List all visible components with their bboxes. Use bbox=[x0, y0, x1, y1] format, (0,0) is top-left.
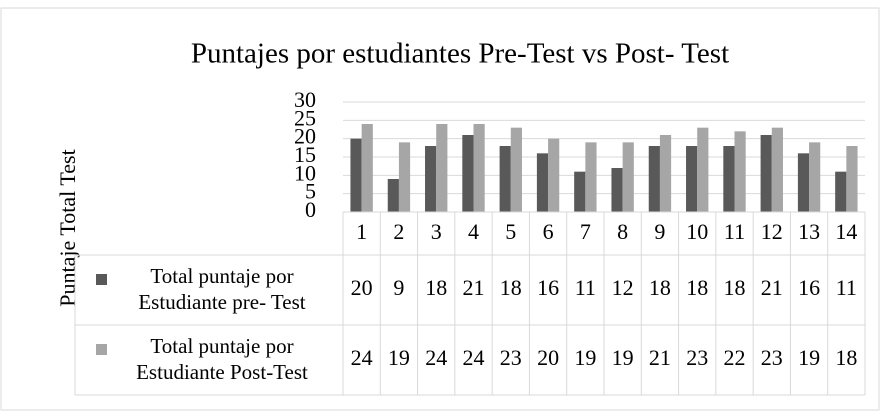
bar bbox=[797, 153, 810, 212]
table-value: 11 bbox=[836, 275, 857, 300]
legend-label: Total puntaje por Estudiante Post-Test bbox=[136, 334, 308, 384]
table-value: 23 bbox=[761, 345, 783, 370]
bar bbox=[686, 146, 698, 212]
bar bbox=[510, 127, 522, 212]
bar bbox=[462, 135, 474, 212]
table-value: 24 bbox=[351, 345, 373, 370]
x-tick-label: 6 bbox=[543, 219, 554, 244]
y-tick-label: 5 bbox=[305, 179, 316, 204]
bar bbox=[548, 138, 560, 212]
table-value: 18 bbox=[835, 345, 857, 370]
y-tick-label: 10 bbox=[294, 160, 316, 185]
y-axis-label: Puntaje Total Test bbox=[55, 149, 80, 306]
table-value: 22 bbox=[724, 345, 746, 370]
table-value: 18 bbox=[686, 275, 708, 300]
y-tick-label: 0 bbox=[305, 197, 316, 222]
bar bbox=[846, 146, 858, 212]
table-value: 9 bbox=[393, 275, 404, 300]
table-value: 19 bbox=[574, 345, 596, 370]
bar bbox=[536, 153, 549, 212]
y-tick-label: 20 bbox=[294, 124, 316, 149]
table-value: 18 bbox=[500, 275, 522, 300]
table-value: 18 bbox=[649, 275, 671, 300]
legend-label: Total puntaje por Estudiante pre- Test bbox=[138, 264, 306, 314]
y-tick-label: 30 bbox=[294, 87, 316, 112]
bar bbox=[809, 142, 821, 212]
x-tick-label: 11 bbox=[724, 219, 745, 244]
x-tick-label: 1 bbox=[356, 219, 367, 244]
table-value: 12 bbox=[612, 275, 634, 300]
table-value: 21 bbox=[463, 275, 485, 300]
table-value: 23 bbox=[500, 345, 522, 370]
bar bbox=[398, 142, 411, 212]
x-tick-label: 10 bbox=[686, 219, 708, 244]
bar bbox=[611, 168, 623, 212]
table-value: 18 bbox=[425, 275, 447, 300]
x-tick-label: 9 bbox=[654, 219, 665, 244]
bar bbox=[760, 135, 772, 212]
bar bbox=[771, 127, 783, 212]
legend-marker bbox=[96, 344, 107, 355]
bar bbox=[734, 131, 746, 212]
bar bbox=[659, 135, 672, 212]
bar bbox=[350, 138, 362, 212]
bar bbox=[361, 124, 373, 212]
x-tick-label: 4 bbox=[468, 219, 479, 244]
x-tick-label: 5 bbox=[505, 219, 516, 244]
table-value: 19 bbox=[798, 345, 820, 370]
table-value: 24 bbox=[463, 345, 485, 370]
table-value: 21 bbox=[649, 345, 671, 370]
table-value: 16 bbox=[537, 275, 559, 300]
table-value: 20 bbox=[537, 345, 559, 370]
x-tick-label: 8 bbox=[617, 219, 628, 244]
x-tick-label: 7 bbox=[580, 219, 591, 244]
table-value: 19 bbox=[388, 345, 410, 370]
bar bbox=[436, 124, 448, 212]
y-tick-label: 25 bbox=[294, 105, 316, 130]
x-tick-label: 2 bbox=[393, 219, 404, 244]
table-value: 18 bbox=[724, 275, 746, 300]
x-tick-label: 13 bbox=[798, 219, 820, 244]
table-value: 21 bbox=[761, 275, 783, 300]
bar bbox=[585, 142, 597, 212]
bar bbox=[473, 124, 485, 212]
x-tick-label: 14 bbox=[835, 219, 857, 244]
table-value: 16 bbox=[798, 275, 820, 300]
bar bbox=[387, 179, 399, 212]
x-tick-label: 3 bbox=[431, 219, 442, 244]
bar bbox=[835, 171, 847, 212]
legend-marker bbox=[96, 274, 107, 285]
y-tick-label: 15 bbox=[294, 142, 316, 167]
bar bbox=[723, 146, 735, 212]
table-value: 24 bbox=[425, 345, 447, 370]
bar bbox=[648, 146, 660, 212]
table-value: 19 bbox=[612, 345, 634, 370]
bar bbox=[425, 146, 437, 212]
x-tick-label: 12 bbox=[761, 219, 783, 244]
bar bbox=[622, 142, 634, 212]
table-value: 11 bbox=[575, 275, 596, 300]
bar bbox=[499, 146, 511, 212]
bar bbox=[574, 171, 586, 212]
chart-title: Puntajes por estudiantes Pre-Test vs Pos… bbox=[191, 38, 729, 70]
table-value: 23 bbox=[686, 345, 708, 370]
bar bbox=[697, 127, 709, 212]
table-value: 20 bbox=[351, 275, 373, 300]
